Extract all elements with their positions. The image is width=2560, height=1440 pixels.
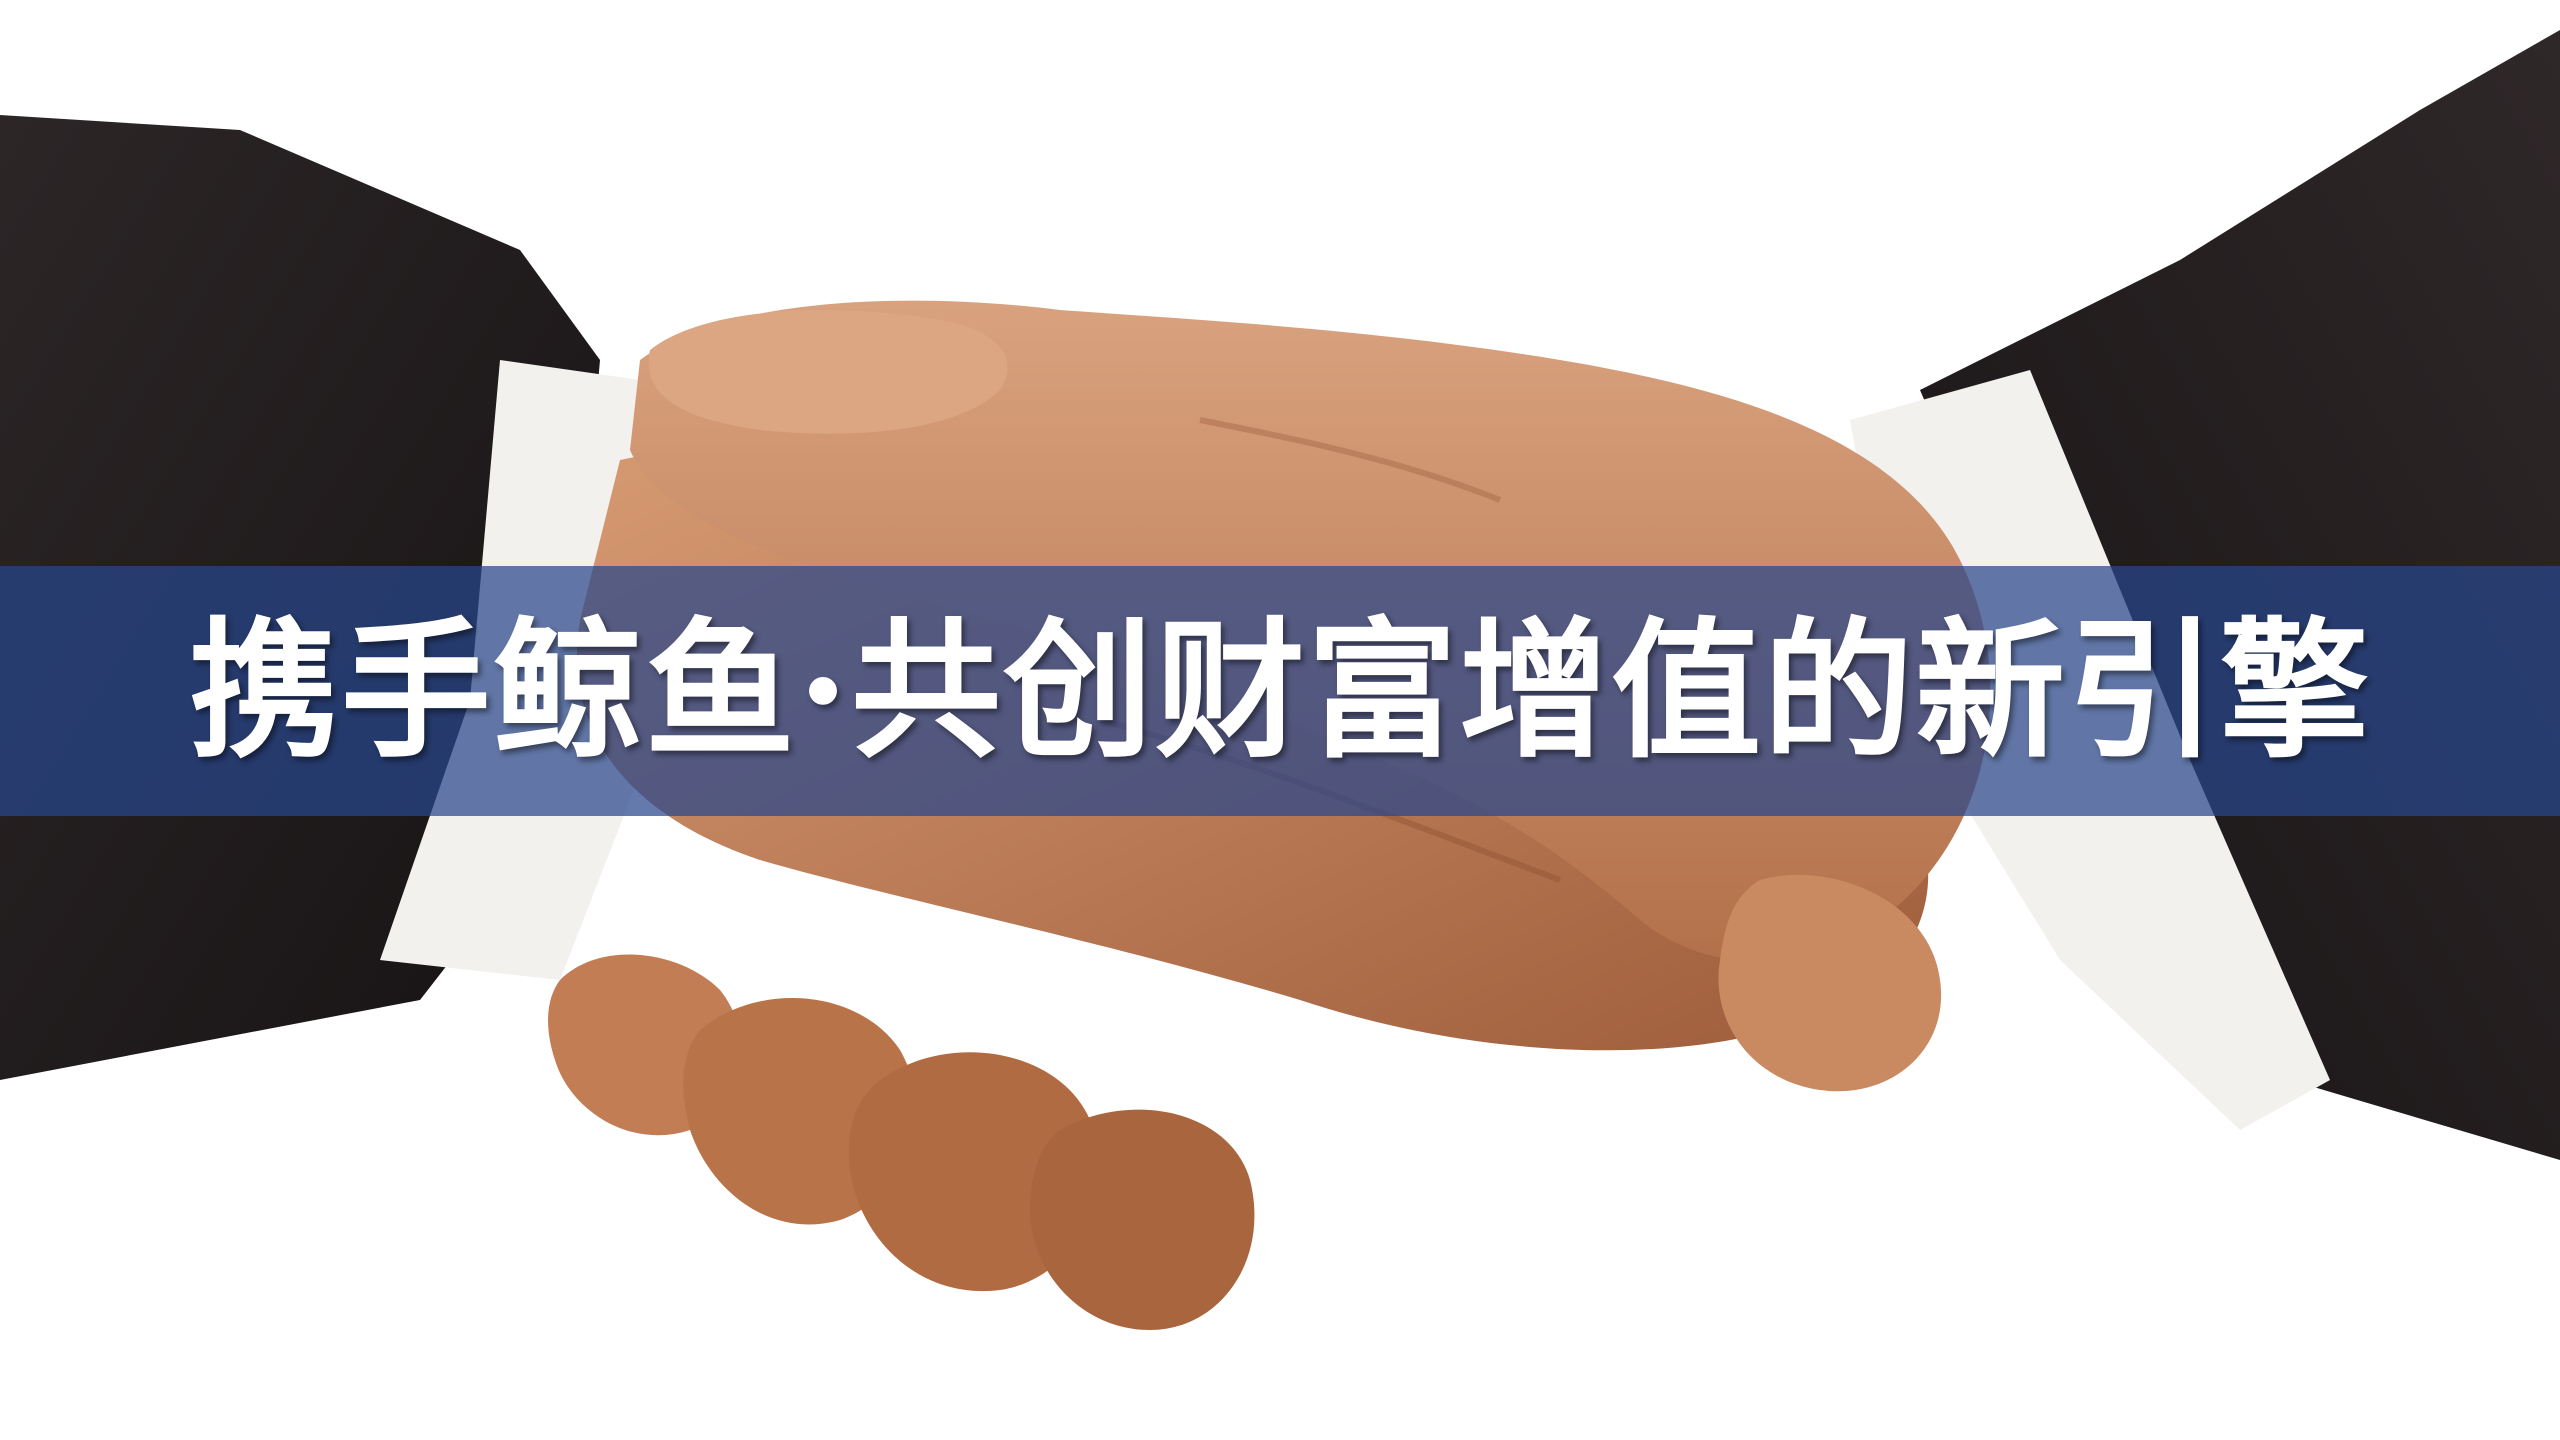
slide-title: 携手鲸鱼·共创财富增值的新引擎 (188, 603, 2372, 779)
title-banner: 携手鲸鱼·共创财富增值的新引擎 (0, 566, 2560, 816)
finger-4 (1030, 1109, 1255, 1330)
finger-5 (1718, 874, 1942, 1092)
thumb (648, 310, 1008, 434)
